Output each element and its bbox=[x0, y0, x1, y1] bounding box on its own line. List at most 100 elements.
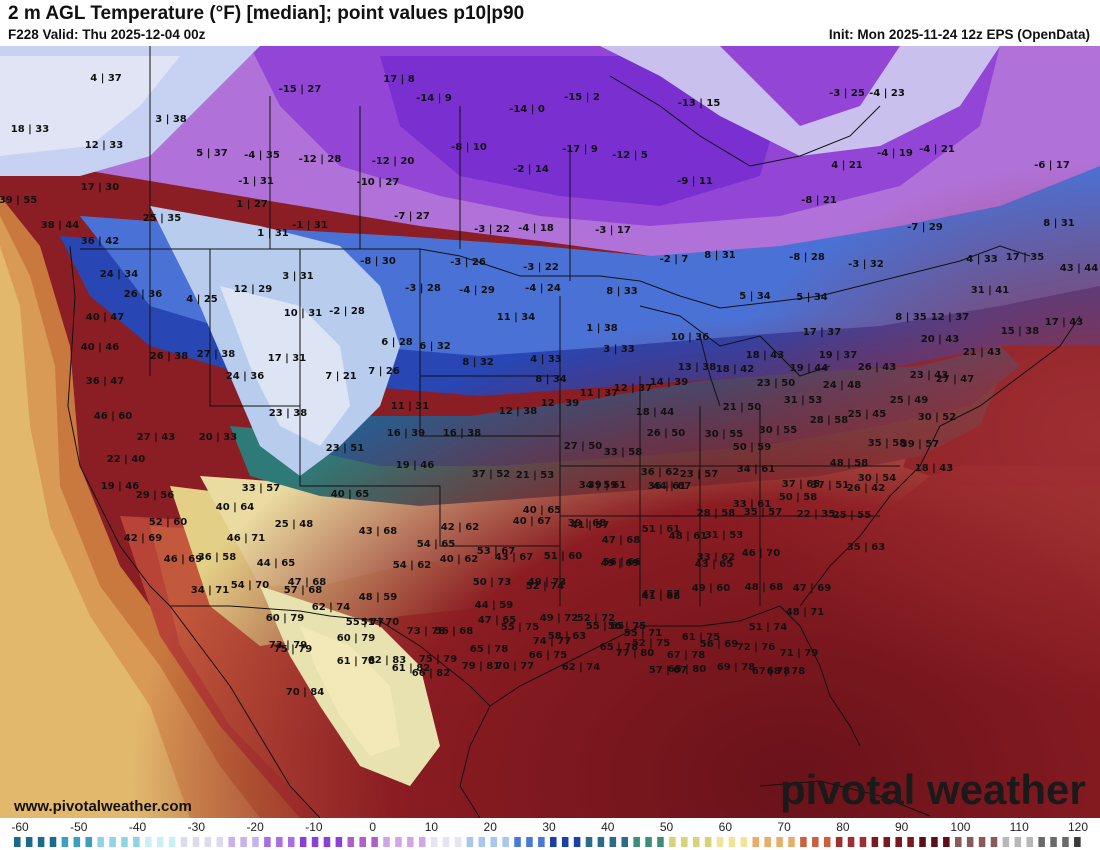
point-value-label: 1 | 31 bbox=[257, 228, 289, 239]
colorbar-swatch bbox=[740, 837, 748, 847]
point-value-label: 51 | 74 bbox=[749, 622, 787, 633]
colorbar-swatch bbox=[49, 837, 57, 847]
colorbar-swatch bbox=[716, 837, 724, 847]
point-value-label: 25 | 48 bbox=[275, 519, 313, 530]
valid-time: F228 Valid: Thu 2025-12-04 00z bbox=[8, 27, 206, 42]
point-value-label: 4 | 25 bbox=[186, 294, 218, 305]
colorbar-swatch bbox=[97, 837, 104, 847]
point-value-label: -4 | 21 bbox=[919, 144, 955, 155]
point-value-label: 19 | 37 bbox=[819, 350, 857, 361]
point-value-label: 60 | 79 bbox=[266, 613, 304, 624]
point-value-label: -12 | 28 bbox=[299, 154, 342, 165]
point-value-label: -8 | 10 bbox=[451, 142, 487, 153]
colorbar-swatch bbox=[73, 837, 81, 847]
colorbar-swatch bbox=[538, 837, 545, 847]
colorbar-swatch bbox=[1038, 837, 1045, 847]
point-value-label: 17 | 30 bbox=[81, 182, 119, 193]
header: 2 m AGL Temperature (°F) [median]; point… bbox=[0, 0, 1100, 46]
point-value-label: 71 | 79 bbox=[780, 648, 818, 659]
point-value-label: 23 | 43 bbox=[910, 370, 948, 381]
point-value-label: 21 | 43 bbox=[963, 347, 1001, 358]
point-value-label: -8 | 30 bbox=[360, 256, 396, 267]
point-value-label: 72 | 76 bbox=[737, 642, 775, 653]
point-value-label: 18 | 44 bbox=[636, 407, 674, 418]
point-value-label: 40 | 64 bbox=[216, 502, 254, 513]
point-value-label: 26 | 43 bbox=[858, 362, 896, 373]
colorbar-swatch bbox=[85, 837, 93, 847]
colorbar-tick-label: 100 bbox=[950, 820, 971, 834]
point-value-label: -4 | 35 bbox=[244, 150, 280, 161]
colorbar-swatch bbox=[954, 837, 962, 847]
point-value-label: 8 | 33 bbox=[606, 286, 638, 297]
colorbar-swatch bbox=[633, 837, 640, 847]
colorbar-swatch bbox=[109, 837, 116, 847]
temperature-map[interactable]: 4 | 37 17 | 8 -15 | 27 -14 | 9 -15 | 2 -13 | … bbox=[0, 46, 1100, 818]
colorbar-swatch bbox=[14, 837, 21, 847]
point-value-label: 26 | 36 bbox=[124, 289, 162, 300]
point-value-label: 23 | 50 bbox=[757, 378, 795, 389]
colorbar-swatch bbox=[383, 837, 390, 847]
point-value-label: -4 | 19 bbox=[877, 148, 913, 159]
point-value-label: 55 | 71 bbox=[624, 628, 662, 639]
colorbar-swatch bbox=[823, 837, 831, 847]
point-value-label: -3 | 28 bbox=[405, 283, 441, 294]
point-value-label: 44 | 59 bbox=[475, 600, 513, 611]
colorbar-tick-label: -60 bbox=[11, 820, 29, 834]
point-value-label: 49 | 60 bbox=[692, 583, 730, 594]
point-value-label: 70 | 77 bbox=[496, 661, 534, 672]
colorbar-swatch bbox=[847, 837, 855, 847]
colorbar-swatch bbox=[347, 837, 355, 847]
colorbar: -60 -50 -40 -30 -20 -10 0 10 20 30 40 50 60 70 80 90 100… bbox=[0, 818, 1100, 850]
point-value-label: -15 | 27 bbox=[279, 84, 322, 95]
colorbar-tick-label: 120 bbox=[1067, 820, 1089, 834]
point-value-label: 55 | 65 bbox=[586, 621, 624, 632]
point-value-label: 36 | 62 bbox=[641, 467, 679, 478]
point-value-label: 39 | 55 bbox=[0, 195, 37, 206]
point-value-label: 22 | 35 bbox=[797, 509, 835, 520]
point-value-label: 22 | 40 bbox=[107, 454, 145, 465]
point-value-label: 40 | 62 bbox=[440, 554, 478, 565]
point-value-label: 69 | 78 bbox=[717, 662, 755, 673]
point-value-label: 23 | 38 bbox=[269, 408, 307, 419]
point-value-label: 8 | 34 bbox=[535, 374, 567, 385]
colorbar-swatch bbox=[681, 837, 688, 847]
point-value-label: 50 | 59 bbox=[733, 442, 771, 453]
colorbar-swatch bbox=[776, 837, 783, 847]
point-value-label: 57 | 67 bbox=[649, 665, 687, 676]
point-value-label: 42 | 69 bbox=[124, 533, 162, 544]
colorbar-swatch bbox=[1062, 837, 1069, 847]
colorbar-swatch bbox=[669, 837, 676, 847]
point-value-label: 46 | 71 bbox=[227, 533, 265, 544]
point-value-label: 56 | 68 bbox=[435, 626, 473, 637]
point-value-label: 19 | 46 bbox=[396, 460, 434, 471]
map-title: 2 m AGL Temperature (°F) [median]; point… bbox=[8, 3, 525, 24]
point-value-label: 30 | 52 bbox=[918, 412, 956, 423]
point-value-label: 12 | 39 bbox=[541, 398, 579, 409]
point-value-label: 5 | 34 bbox=[739, 291, 771, 302]
point-value-label: -6 | 17 bbox=[1034, 160, 1070, 171]
point-value-label: 44 | 65 bbox=[257, 558, 295, 569]
colorbar-tick-label: 80 bbox=[836, 820, 850, 834]
point-value-label: 33 | 62 bbox=[697, 552, 735, 563]
colorbar-swatch bbox=[359, 837, 366, 847]
point-value-label: 31 | 53 bbox=[705, 530, 743, 541]
point-value-label: 62 | 83 bbox=[368, 655, 406, 666]
point-value-label: 43 | 67 bbox=[495, 552, 533, 563]
point-value-label: 17 | 35 bbox=[1006, 252, 1044, 263]
point-value-label: -3 | 32 bbox=[848, 259, 884, 270]
colorbar-swatch bbox=[561, 837, 569, 847]
point-value-label: 49 | 72 bbox=[540, 613, 578, 624]
colorbar-tick-label: -50 bbox=[70, 820, 88, 834]
point-value-label: 54 | 70 bbox=[231, 580, 269, 591]
point-value-label: 39 | 57 bbox=[901, 439, 939, 450]
point-value-label: 4 | 21 bbox=[831, 160, 863, 171]
point-value-label: 47 | 68 bbox=[602, 535, 640, 546]
point-value-label: 56 | 66 bbox=[603, 557, 641, 568]
colorbar-swatch bbox=[966, 837, 974, 847]
point-value-label: 42 | 62 bbox=[441, 522, 479, 533]
point-value-label: -15 | 2 bbox=[564, 92, 600, 103]
colorbar-swatch bbox=[442, 837, 450, 847]
point-value-label: 62 | 74 bbox=[562, 662, 600, 673]
colorbar-tick-label: -40 bbox=[128, 820, 147, 834]
colorbar-swatch bbox=[407, 837, 414, 847]
